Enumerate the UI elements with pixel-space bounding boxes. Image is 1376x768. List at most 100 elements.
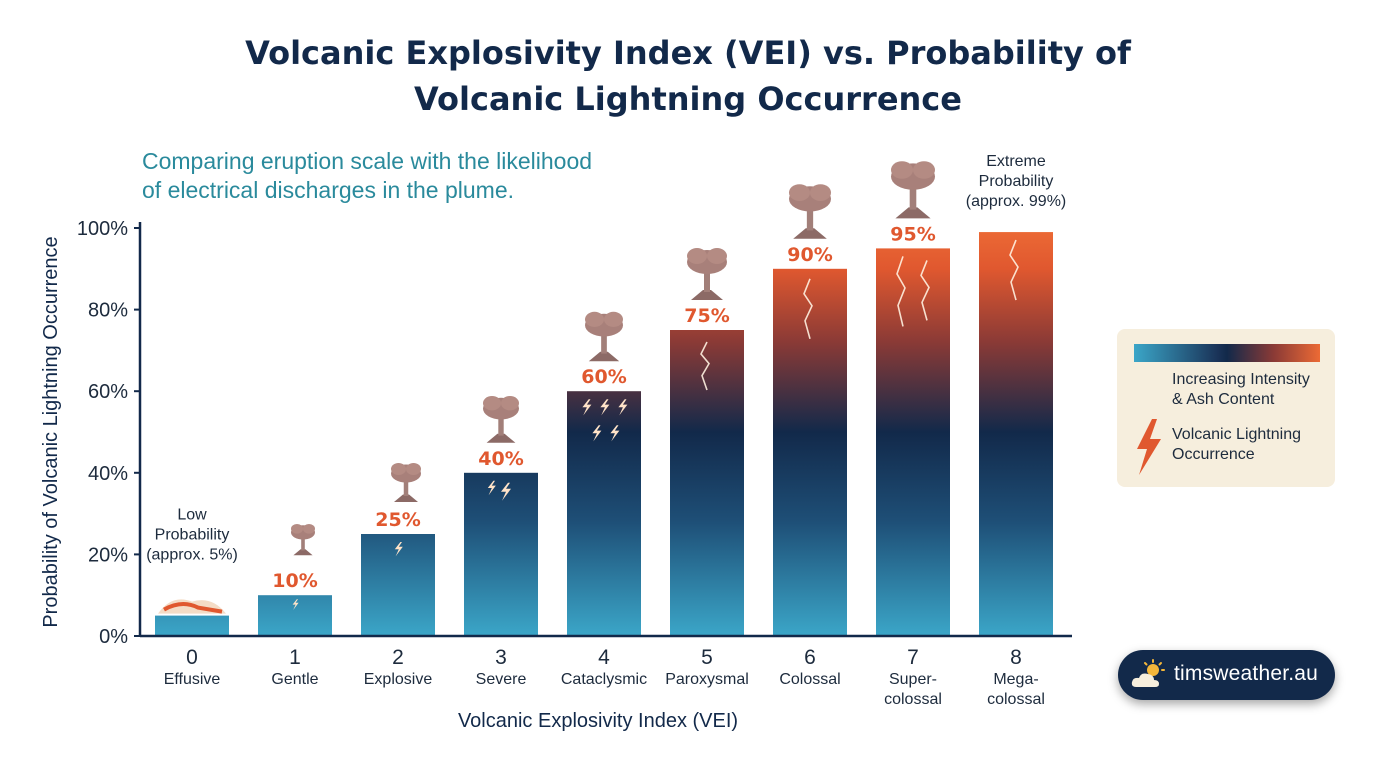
volcano-cone: [895, 207, 931, 219]
x-category-name: colossal: [884, 691, 942, 708]
legend-lightning-line-2: Occurrence: [1172, 446, 1255, 463]
x-tick-label: 2: [392, 646, 404, 669]
bar-vei-0: [155, 615, 229, 636]
plume-column: [909, 185, 917, 210]
plume-column: [704, 270, 710, 292]
lightning-streak: [896, 256, 906, 327]
lightning-bolt-icon: [487, 480, 496, 496]
x-tick-label: 6: [804, 646, 816, 669]
ash-cloud: [406, 463, 421, 475]
x-category-name: Cataclysmic: [561, 671, 647, 688]
lightning-bolt-icon: [292, 599, 299, 610]
y-tick-label: 0%: [99, 626, 128, 648]
data-label-vei-1: 10%: [272, 570, 317, 592]
legend-gradient-label: Increasing Intensity & Ash Content: [1172, 370, 1310, 410]
title-line-2: Volcanic Lightning Occurrence: [414, 80, 962, 118]
subtitle-line-1: Comparing eruption scale with the likeli…: [142, 148, 593, 174]
x-tick-label: 1: [289, 646, 301, 669]
volcano-cone: [293, 549, 313, 556]
data-label-vei-3: 40%: [478, 448, 523, 470]
x-category-name: Explosive: [364, 671, 433, 688]
volcano-cone: [793, 228, 827, 239]
bar-vei-4: [567, 391, 641, 636]
ash-cloud: [483, 396, 501, 411]
lightning-bolt-icon: [582, 399, 592, 416]
plume-column: [806, 207, 814, 231]
legend-lightning-line-1: Volcanic Lightning: [1172, 426, 1301, 443]
y-tick-label: 40%: [88, 463, 128, 485]
ash-cloud: [789, 184, 810, 201]
y-axis-label: Probability of Volcanic Lightning Occurr…: [40, 236, 62, 627]
eruption-plume-icon: [585, 311, 623, 362]
x-tick-label: 8: [1010, 646, 1022, 669]
annotation-text: Probability: [979, 173, 1054, 190]
x-category-name: Colossal: [779, 671, 840, 688]
y-tick-label: 100%: [77, 218, 128, 240]
eruption-plume-icon: [391, 463, 421, 502]
lightning-streak: [1009, 239, 1019, 301]
sun-cloud-icon: [1131, 659, 1165, 687]
eruption-plume-icon: [891, 161, 935, 219]
brand-badge[interactable]: timsweather.au: [1118, 650, 1335, 700]
chart-subtitle: Comparing eruption scale with the likeli…: [142, 147, 662, 205]
data-label-vei-4: 60%: [581, 366, 626, 388]
x-category-name: Gentle: [271, 671, 318, 688]
x-category-name: Effusive: [164, 671, 221, 688]
eruption-plume-icon: [789, 184, 831, 239]
lightning-bolt-icon: [600, 399, 610, 416]
legend-lightning-label: Volcanic Lightning Occurrence: [1172, 425, 1301, 465]
plume-column: [498, 415, 504, 436]
bar-vei-8: [979, 232, 1053, 636]
ash-cloud: [707, 248, 727, 264]
ash-cloud: [303, 524, 315, 534]
title-line-1: Volcanic Explosivity Index (VEI) vs. Pro…: [245, 34, 1131, 72]
x-category-name: colossal: [987, 691, 1045, 708]
bar-vei-3: [464, 472, 538, 636]
lightning-streak: [803, 278, 813, 340]
lightning-streak: [920, 260, 930, 321]
eruption-plume-icon: [687, 248, 727, 300]
ash-cloud: [604, 311, 623, 327]
ash-cloud: [891, 161, 913, 179]
plume-column: [403, 479, 409, 496]
lightning-streak: [700, 341, 710, 391]
bar-vei-1: [258, 595, 332, 636]
ash-cloud: [687, 248, 707, 264]
x-category-name: Severe: [476, 671, 527, 688]
plume-column: [601, 332, 607, 354]
data-label-vei-6: 90%: [787, 244, 832, 266]
data-label-vei-7: 95%: [890, 223, 935, 245]
data-label-vei-2: 25%: [375, 509, 420, 531]
ash-cloud: [391, 463, 406, 475]
plume-column: [301, 537, 305, 551]
legend-gradient-line-1: Increasing Intensity: [1172, 371, 1310, 388]
volcano-cone: [588, 351, 620, 362]
chart-title: Volcanic Explosivity Index (VEI) vs. Pro…: [0, 30, 1376, 122]
bar-vei-2: [361, 534, 435, 636]
vei-bar-chart: 10%25%40%60%75%90%95%LowProbability(appr…: [40, 153, 1072, 732]
annotation-text: Probability: [155, 527, 230, 544]
subtitle-line-2: of electrical discharges in the plume.: [142, 177, 515, 203]
volcano-cone: [486, 433, 516, 443]
lava-stream: [163, 602, 223, 614]
annotation-text: (approx. 5%): [146, 547, 238, 564]
x-category-name: Paroxysmal: [665, 671, 749, 688]
ash-cloud: [585, 311, 604, 327]
volcano-cone: [691, 290, 723, 300]
eruption-plume-icon: [291, 524, 315, 556]
annotation-text: (approx. 99%): [966, 193, 1067, 210]
brand-name: timsweather.au: [1174, 662, 1319, 685]
data-label-vei-5: 75%: [684, 305, 729, 327]
x-axis-label: Volcanic Explosivity Index (VEI): [458, 710, 738, 732]
y-tick-label: 80%: [88, 300, 128, 322]
y-tick-label: 60%: [88, 381, 128, 403]
lightning-bolt-icon: [1137, 419, 1161, 475]
x-category-name: Mega-: [993, 671, 1038, 688]
bar-vei-6: [773, 268, 847, 636]
bar-vei-7: [876, 248, 950, 636]
ash-cloud: [501, 396, 519, 411]
y-tick-label: 20%: [88, 544, 128, 566]
annotation-text: Low: [177, 507, 207, 524]
x-tick-label: 5: [701, 646, 713, 669]
ash-cloud: [913, 161, 935, 179]
